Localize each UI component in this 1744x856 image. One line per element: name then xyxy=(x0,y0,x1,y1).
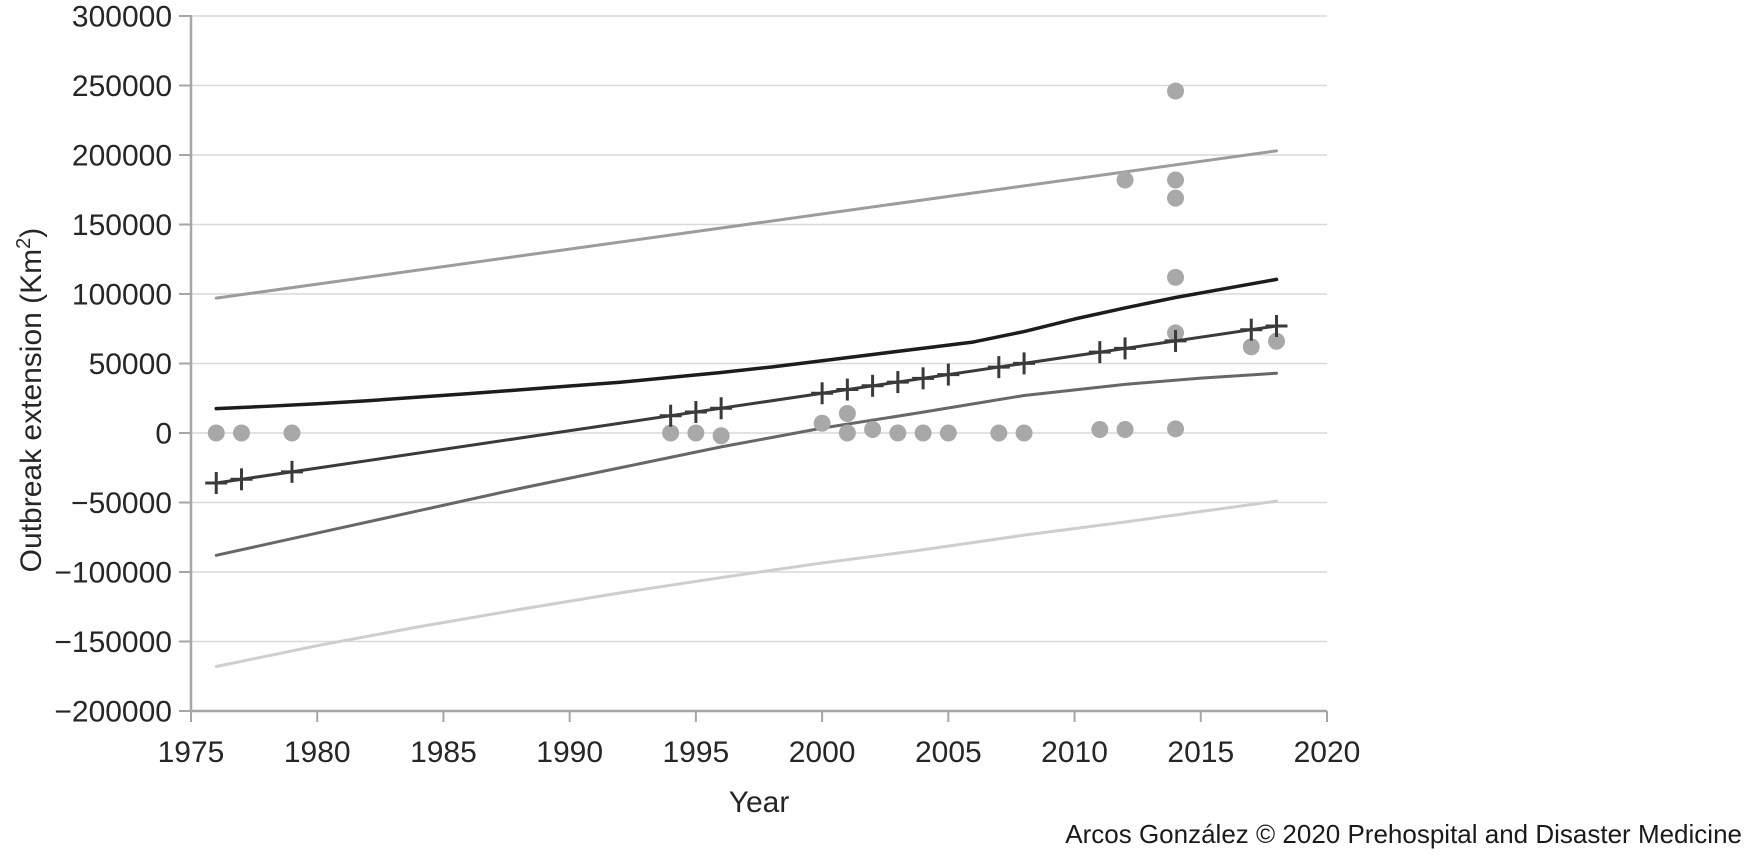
axes xyxy=(179,15,1328,722)
x-tick-label: 1990 xyxy=(536,736,603,769)
data-point xyxy=(1167,189,1185,207)
plus-markers-group xyxy=(205,314,1288,495)
x-tick-label: 1995 xyxy=(663,736,730,769)
data-point xyxy=(232,424,250,442)
data-point xyxy=(1268,332,1286,350)
y-axis-title-suffix: ) xyxy=(15,227,48,238)
data-point xyxy=(1167,268,1185,286)
data-point xyxy=(864,421,882,439)
x-tick-label: 2000 xyxy=(789,736,856,769)
data-point xyxy=(1167,420,1185,438)
y-tick-label: 250000 xyxy=(72,70,172,103)
data-point xyxy=(813,414,831,432)
data-point xyxy=(687,424,705,442)
y-axis-title-text: Outbreak extension (Km xyxy=(15,248,48,573)
attribution-credit: Arcos González © 2020 Prehospital and Di… xyxy=(1065,819,1742,849)
data-point xyxy=(207,424,225,442)
x-tick-label: 2005 xyxy=(915,736,982,769)
y-tick-label: −100000 xyxy=(54,557,172,590)
data-point xyxy=(662,424,680,442)
x-tick-label: 1985 xyxy=(410,736,477,769)
x-axis-title: Year xyxy=(728,786,790,819)
y-tick-label: 100000 xyxy=(72,279,172,312)
trend-lines-group xyxy=(214,149,1279,669)
fitted-curve xyxy=(214,277,1279,411)
y-tick-label: 200000 xyxy=(72,140,172,173)
lower-mean-band-line xyxy=(214,371,1279,557)
scatter-points-group xyxy=(207,82,1286,445)
y-tick-label: −150000 xyxy=(54,626,172,659)
data-point xyxy=(283,424,301,442)
y-tick-label: 50000 xyxy=(89,348,172,381)
y-tick-label: −200000 xyxy=(54,696,172,729)
data-point xyxy=(1167,82,1185,100)
y-tick-label: 300000 xyxy=(72,1,172,34)
gridlines xyxy=(191,15,1327,643)
data-point xyxy=(1242,338,1260,356)
lower-confidence-line xyxy=(214,499,1279,669)
data-point xyxy=(1116,421,1134,439)
x-tick-label: 2010 xyxy=(1041,736,1108,769)
y-tick-label: 150000 xyxy=(72,209,172,242)
data-point xyxy=(838,424,856,442)
data-point xyxy=(838,405,856,423)
data-point xyxy=(1116,171,1134,189)
y-axis-title: Outbreak extension (Km2) xyxy=(13,100,50,700)
x-tick-label: 1975 xyxy=(158,736,225,769)
x-tick-label: 2015 xyxy=(1167,736,1234,769)
x-tick-label: 1980 xyxy=(284,736,351,769)
data-point xyxy=(1015,424,1033,442)
data-point xyxy=(1167,171,1185,189)
y-tick-label: 0 xyxy=(155,418,172,451)
tick-labels-group: 300000 250000 200000 150000 100000 50000 0 −500… xyxy=(54,1,1360,770)
x-tick-label: 2020 xyxy=(1294,736,1361,769)
data-point xyxy=(712,427,730,445)
data-point xyxy=(939,424,957,442)
data-point xyxy=(889,424,907,442)
data-point xyxy=(1091,421,1109,439)
y-axis-title-superscript: 2 xyxy=(13,237,35,249)
y-tick-label: −50000 xyxy=(71,487,172,520)
data-point xyxy=(914,424,932,442)
upper-confidence-line xyxy=(214,149,1279,300)
data-point xyxy=(990,424,1008,442)
